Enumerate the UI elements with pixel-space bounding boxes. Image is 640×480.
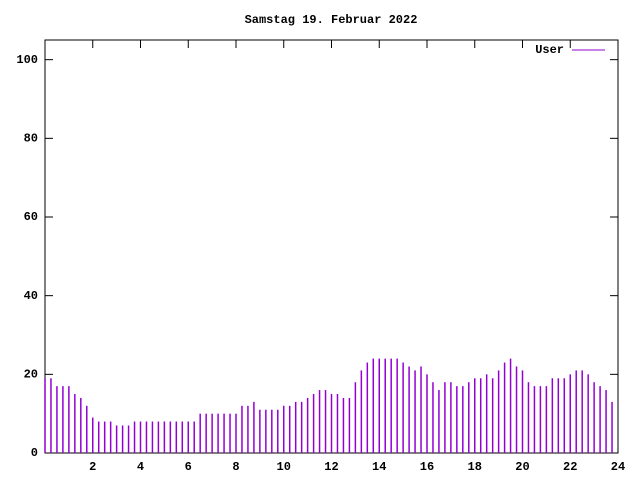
x-tick-label: 14: [372, 460, 386, 474]
x-tick-label: 18: [468, 460, 482, 474]
y-tick-label: 60: [24, 210, 38, 224]
legend-label: User: [535, 43, 564, 57]
x-tick-label: 8: [232, 460, 239, 474]
y-tick-label: 80: [24, 132, 38, 146]
y-tick-label: 40: [24, 289, 38, 303]
x-tick-label: 12: [324, 460, 338, 474]
x-tick-label: 24: [611, 460, 625, 474]
x-tick-label: 16: [420, 460, 434, 474]
x-tick-label: 20: [515, 460, 529, 474]
x-tick-label: 22: [563, 460, 577, 474]
x-tick-label: 6: [185, 460, 192, 474]
x-tick-label: 10: [277, 460, 291, 474]
y-tick-label: 20: [24, 368, 38, 382]
y-tick-label: 100: [16, 53, 38, 67]
plot-frame: [44, 39, 619, 454]
x-tick-label: 4: [137, 460, 144, 474]
x-tick-label: 2: [89, 460, 96, 474]
chart-title: Samstag 19. Februar 2022: [245, 13, 418, 27]
y-tick-label: 0: [31, 446, 38, 460]
